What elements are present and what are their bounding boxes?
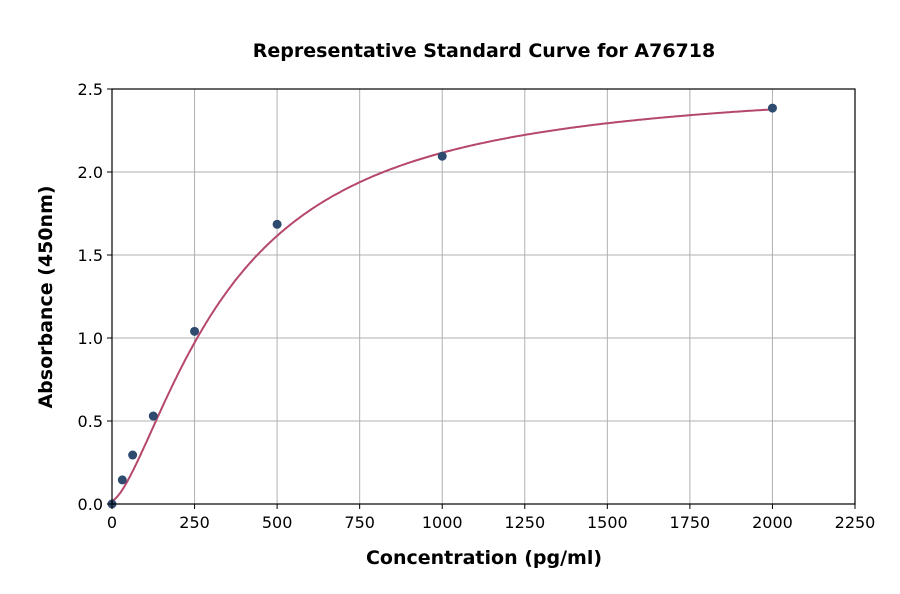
x-tick-label: 500	[262, 513, 293, 532]
y-axis-label: Absorbance (450nm)	[35, 185, 57, 408]
x-tick-label: 250	[179, 513, 210, 532]
chart-title: Representative Standard Curve for A76718	[253, 40, 715, 62]
y-tick-label: 0.5	[78, 412, 103, 431]
x-tick-label: 750	[344, 513, 375, 532]
x-tick-label: 1500	[587, 513, 628, 532]
plot-frame	[111, 88, 856, 505]
y-tick-label: 1.0	[78, 329, 103, 348]
data-point	[128, 450, 138, 460]
data-point	[148, 411, 158, 421]
x-tick-label: 1250	[504, 513, 545, 532]
y-tick-label: 1.5	[78, 246, 103, 265]
data-point	[117, 475, 127, 485]
data-point	[767, 103, 777, 113]
data-point	[190, 326, 200, 336]
x-tick-label: 0	[107, 513, 117, 532]
y-tick-label: 2.5	[78, 80, 103, 99]
y-tick-label: 2.0	[78, 163, 103, 182]
x-axis-label: Concentration (pg/ml)	[366, 547, 602, 569]
x-tick-label: 1750	[670, 513, 711, 532]
x-tick-label: 2250	[835, 513, 876, 532]
y-tick-label: 0.0	[78, 495, 103, 514]
data-point	[272, 219, 282, 229]
x-tick-label: 1000	[422, 513, 463, 532]
x-tick-label: 2000	[752, 513, 793, 532]
data-point	[437, 151, 447, 161]
